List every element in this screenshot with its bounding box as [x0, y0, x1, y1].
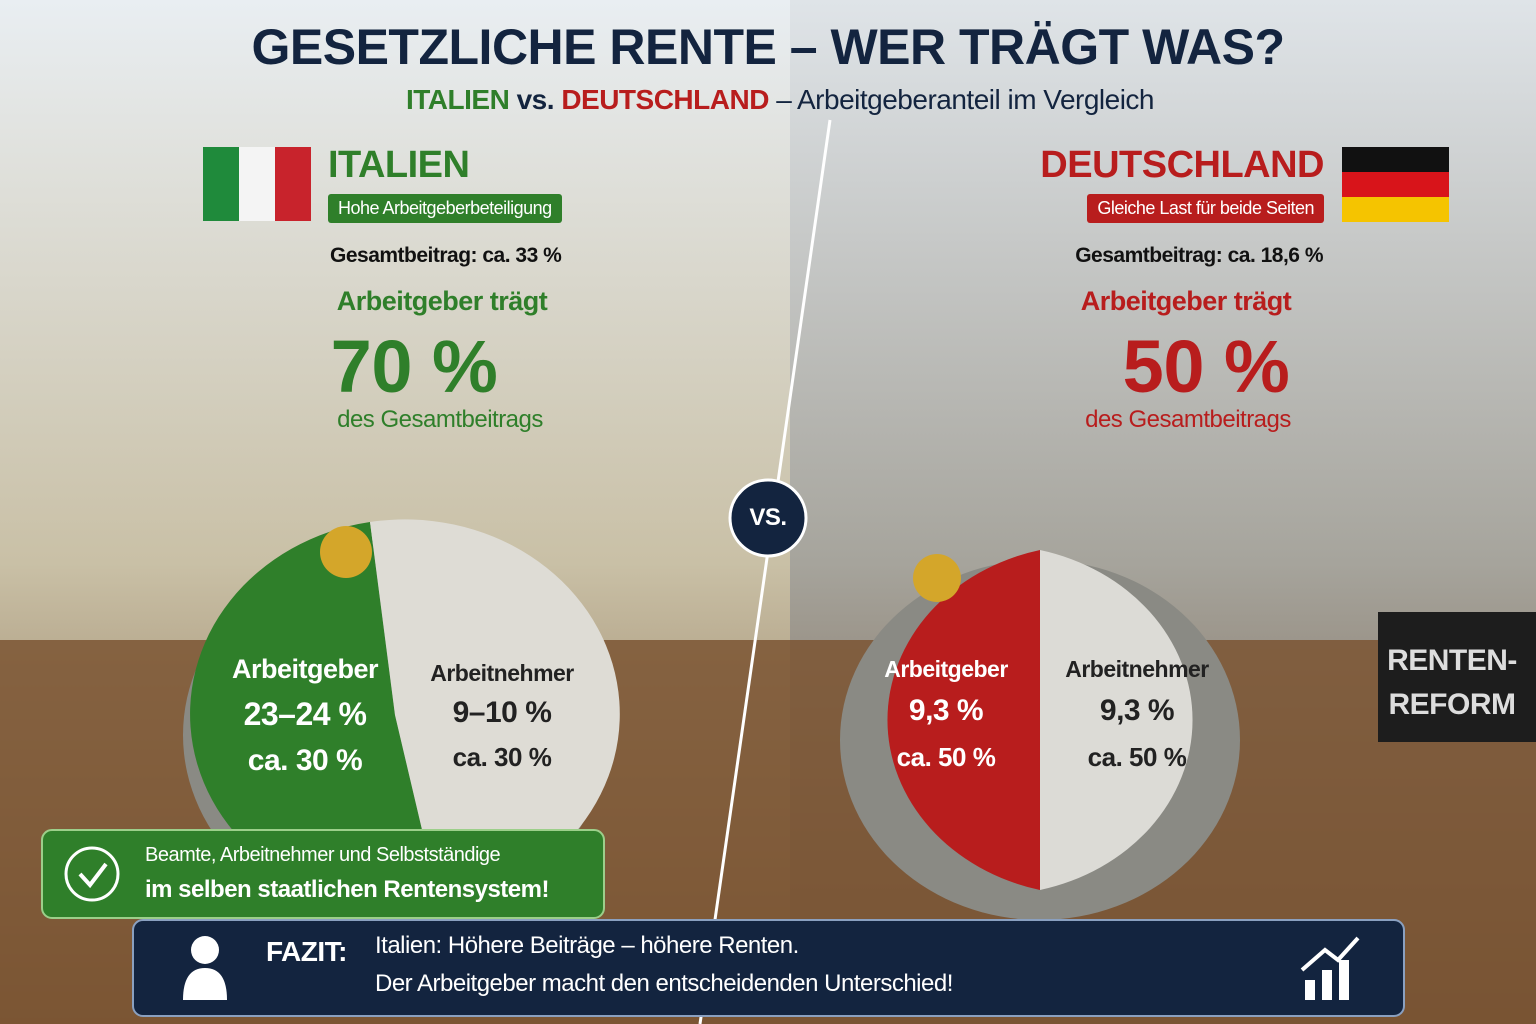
people-icon [183, 968, 227, 1000]
fazit-box [132, 919, 1405, 1017]
pie-share: ca. 50 % [1087, 742, 1187, 772]
note-box [41, 829, 605, 919]
germany-tag: Gleiche Last für beide Seiten [1087, 194, 1324, 223]
italy-employer-line: Arbeitgeber trägt [336, 286, 548, 316]
germany-share: 50 % [1122, 325, 1290, 408]
note-line: Beamte, Arbeitnehmer und Selbstständige [145, 844, 501, 866]
italy-name: ITALIEN [328, 144, 470, 186]
pie-label: Arbeitnehmer [430, 660, 574, 686]
flag-gold [1342, 197, 1449, 222]
subtitle-germany: DEUTSCHLAND [561, 84, 769, 115]
coin [320, 526, 372, 578]
subtitle: ITALIEN vs. DEUTSCHLAND – Arbeitgeberant… [406, 84, 1154, 116]
italy-tag: Hohe Arbeitgeberbeteiligung [328, 194, 562, 223]
people-icon [191, 936, 219, 964]
subtitle-vs: vs. [516, 84, 555, 115]
pie-share: ca. 30 % [247, 744, 363, 777]
pie-employee [370, 519, 620, 906]
pie-label: Arbeitgeber [231, 654, 379, 684]
pie-employer [190, 522, 440, 909]
fazit-label: FAZIT: [266, 936, 348, 967]
fazit-line: Der Arbeitgeber macht den entscheidenden… [375, 970, 953, 997]
italy-share: 70 % [330, 325, 498, 408]
pie-share: ca. 30 % [452, 742, 552, 772]
note-line: im selben staatlichen Rentensystem! [145, 876, 549, 903]
germany-of-total: des Gesamtbeitrags [1085, 406, 1291, 433]
coin [913, 554, 961, 602]
flag-black [1342, 147, 1449, 172]
pie-rate: 23–24 % [243, 696, 367, 732]
chart-icon [1322, 970, 1332, 1000]
title: GESETZLICHE RENTE – WER TRÄGT WAS? [251, 19, 1285, 75]
box-line: RENTEN- [1387, 644, 1517, 677]
vs-badge [728, 478, 808, 558]
pie-rate: 9,3 % [1099, 694, 1175, 727]
chart-icon [1300, 936, 1360, 972]
pie-label: Arbeitgeber [884, 656, 1008, 682]
divider [698, 119, 832, 1024]
germany-total: Gesamtbeitrag: ca. 18,6 % [1075, 244, 1323, 267]
flag-red [1342, 172, 1449, 197]
pie-employer [887, 550, 1040, 890]
pie-rate: 9–10 % [452, 696, 552, 729]
box-line: REFORM [1388, 688, 1517, 721]
subtitle-italy: ITALIEN [406, 84, 510, 115]
italy-of-total: des Gesamtbeitrags [337, 406, 543, 433]
reform-box [1378, 612, 1536, 742]
germany-name: DEUTSCHLAND [1040, 144, 1324, 186]
pie-label: Arbeitnehmer [1065, 656, 1209, 682]
pie-rate: 9,3 % [908, 694, 984, 727]
flag-green [203, 147, 239, 221]
pie-employee [1040, 550, 1193, 890]
chart-icon [1305, 980, 1315, 1000]
chart-icon [1339, 960, 1349, 1000]
flag-red [275, 147, 311, 221]
germany-employer-line: Arbeitgeber trägt [1080, 286, 1292, 316]
pie-share: ca. 50 % [896, 742, 996, 772]
check-icon [64, 846, 120, 902]
vs-label: VS. [749, 504, 787, 531]
check-mark [78, 862, 108, 889]
subtitle-rest: – Arbeitgeberanteil im Vergleich [776, 84, 1154, 115]
fazit-line: Italien: Höhere Beiträge – höhere Renten… [375, 932, 799, 959]
flag-white [239, 147, 275, 221]
italy-total: Gesamtbeitrag: ca. 33 % [330, 244, 562, 267]
